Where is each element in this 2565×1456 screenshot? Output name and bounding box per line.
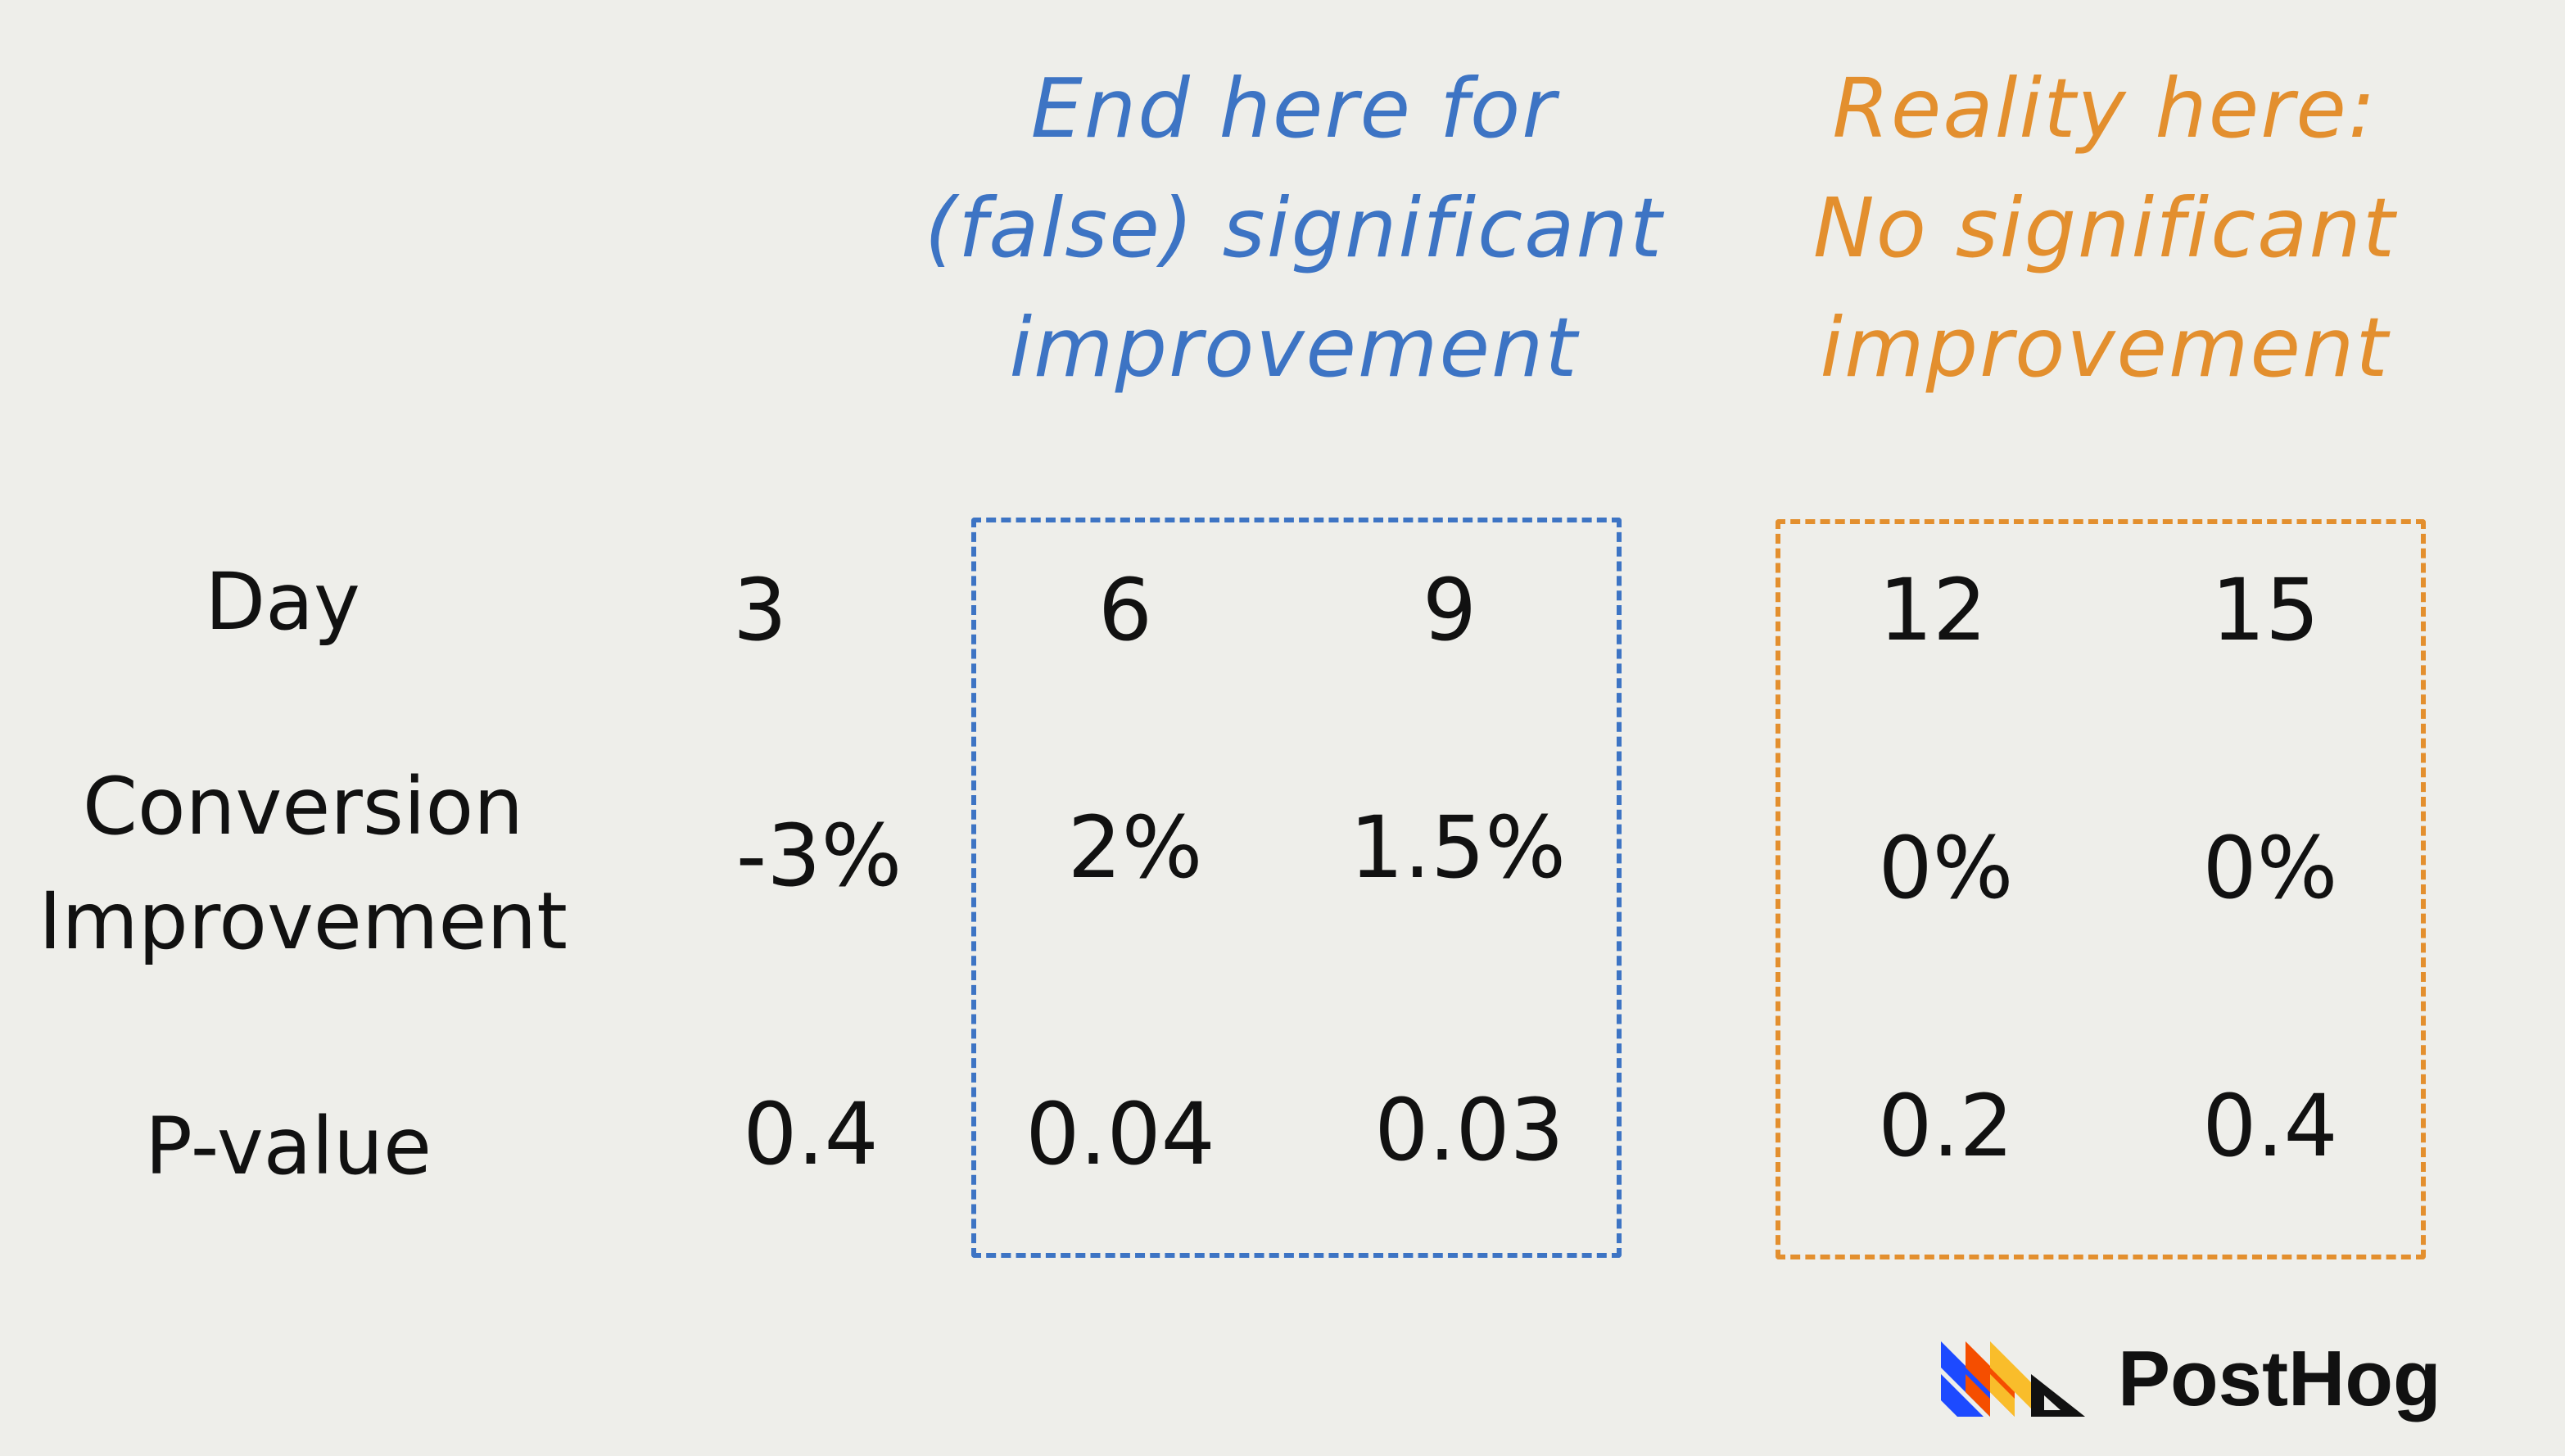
reality-callout: Reality here: No significant improvement — [1769, 49, 2441, 408]
row-label-day: Day — [205, 556, 360, 648]
row-label-pvalue: P-value — [144, 1101, 432, 1192]
callout-line: (false) significant — [924, 180, 1664, 276]
conversion-cell: -3% — [735, 806, 902, 906]
reality-box — [1776, 519, 2426, 1259]
row-label-line: Conversion — [82, 761, 524, 852]
conversion-cell: 1.5% — [1349, 798, 1567, 898]
pvalue-cell: 0.4 — [743, 1084, 879, 1184]
pvalue-cell: 0.2 — [1878, 1076, 2014, 1176]
pvalue-cell: 0.4 — [2202, 1076, 2338, 1176]
day-cell: 6 — [1097, 560, 1153, 660]
row-label-line: Improvement — [38, 875, 568, 967]
callout-line: Reality here: — [1832, 61, 2377, 156]
conversion-cell: 0% — [1878, 818, 2014, 918]
row-label-conversion: Conversion Improvement — [38, 749, 568, 979]
posthog-logo — [1941, 1333, 2088, 1417]
callout-line: No significant — [1812, 180, 2397, 276]
brand-name: PostHog — [2118, 1335, 2441, 1422]
conversion-cell: 0% — [2202, 818, 2338, 918]
day-cell: 9 — [1422, 560, 1477, 660]
day-cell: 3 — [732, 560, 788, 660]
posthog-hedgehog-icon — [1941, 1341, 2085, 1417]
day-cell: 12 — [1878, 560, 1988, 660]
pvalue-cell: 0.04 — [1025, 1084, 1215, 1184]
day-cell: 15 — [2210, 560, 2320, 660]
pvalue-cell: 0.03 — [1374, 1080, 1564, 1180]
false-significance-callout: End here for (false) significant improve… — [884, 49, 1703, 408]
callout-line: improvement — [1009, 300, 1579, 396]
callout-line: End here for — [1030, 61, 1558, 156]
conversion-cell: 2% — [1067, 798, 1203, 898]
callout-line: improvement — [1820, 300, 2390, 396]
false-significance-box — [971, 518, 1622, 1258]
